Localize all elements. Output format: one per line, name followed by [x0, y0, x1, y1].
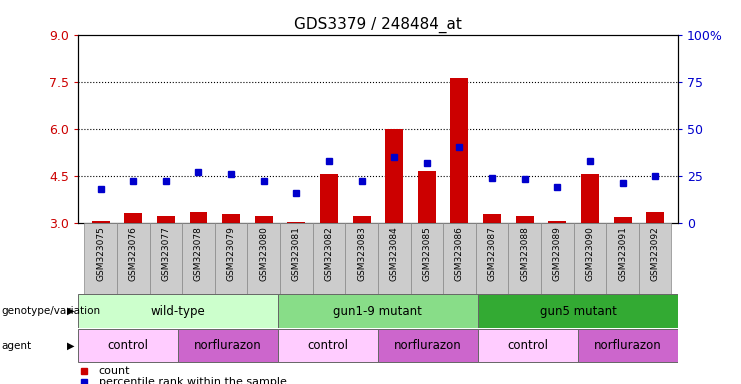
Text: GSM323076: GSM323076	[129, 226, 138, 281]
Title: GDS3379 / 248484_at: GDS3379 / 248484_at	[294, 17, 462, 33]
Bar	[313, 223, 345, 294]
Text: GSM323087: GSM323087	[488, 226, 496, 281]
Bar	[278, 295, 478, 328]
Bar	[508, 223, 541, 294]
Bar	[476, 223, 508, 294]
Text: GSM323083: GSM323083	[357, 226, 366, 281]
Bar	[606, 223, 639, 294]
Text: GSM323080: GSM323080	[259, 226, 268, 281]
Bar	[411, 223, 443, 294]
Bar	[222, 214, 240, 223]
Text: count: count	[99, 366, 130, 376]
Text: GSM323086: GSM323086	[455, 226, 464, 281]
Bar	[353, 216, 370, 223]
Text: percentile rank within the sample: percentile rank within the sample	[99, 377, 287, 384]
Bar	[215, 223, 247, 294]
Bar	[278, 329, 378, 362]
Bar	[443, 223, 476, 294]
Bar	[574, 223, 606, 294]
Text: GSM323081: GSM323081	[292, 226, 301, 281]
Text: wild-type: wild-type	[150, 305, 205, 318]
Bar	[124, 214, 142, 223]
Bar	[541, 223, 574, 294]
Bar	[247, 223, 280, 294]
Bar	[190, 212, 207, 223]
Text: gun1-9 mutant: gun1-9 mutant	[333, 305, 422, 318]
Text: agent: agent	[1, 341, 32, 351]
Bar	[280, 223, 313, 294]
Text: control: control	[308, 339, 348, 352]
Bar	[288, 222, 305, 223]
Text: GSM323075: GSM323075	[96, 226, 105, 281]
Text: genotype/variation: genotype/variation	[1, 306, 101, 316]
Bar	[150, 223, 182, 294]
Bar	[478, 295, 678, 328]
Bar	[320, 174, 338, 223]
Text: norflurazon: norflurazon	[194, 339, 262, 352]
Text: GSM323078: GSM323078	[194, 226, 203, 281]
Bar	[614, 217, 631, 223]
Bar	[178, 329, 278, 362]
Text: GSM323088: GSM323088	[520, 226, 529, 281]
Text: gun5 mutant: gun5 mutant	[539, 305, 617, 318]
Bar	[516, 216, 534, 223]
Bar	[478, 329, 578, 362]
Text: ▶: ▶	[67, 341, 74, 351]
Text: GSM323085: GSM323085	[422, 226, 431, 281]
Bar	[578, 329, 678, 362]
Bar	[117, 223, 150, 294]
Bar	[483, 214, 501, 223]
Bar	[157, 217, 175, 223]
Text: GSM323077: GSM323077	[162, 226, 170, 281]
Bar	[581, 174, 599, 223]
Text: GSM323092: GSM323092	[651, 226, 659, 281]
Bar	[345, 223, 378, 294]
Text: GSM323082: GSM323082	[325, 226, 333, 281]
Bar	[378, 329, 478, 362]
Bar	[385, 129, 403, 223]
Bar	[182, 223, 215, 294]
Bar	[84, 223, 117, 294]
Bar	[92, 221, 110, 223]
Bar	[255, 216, 273, 223]
Text: GSM323089: GSM323089	[553, 226, 562, 281]
Bar	[451, 78, 468, 223]
Text: control: control	[508, 339, 548, 352]
Text: GSM323084: GSM323084	[390, 226, 399, 281]
Text: GSM323091: GSM323091	[618, 226, 627, 281]
Bar	[78, 329, 178, 362]
Text: norflurazon: norflurazon	[594, 339, 662, 352]
Text: control: control	[107, 339, 148, 352]
Bar	[646, 212, 664, 223]
Bar	[548, 221, 566, 223]
Text: norflurazon: norflurazon	[394, 339, 462, 352]
Bar	[639, 223, 671, 294]
Bar	[378, 223, 411, 294]
Text: GSM323079: GSM323079	[227, 226, 236, 281]
Text: ▶: ▶	[67, 306, 74, 316]
Text: GSM323090: GSM323090	[585, 226, 594, 281]
Bar	[418, 171, 436, 223]
Bar	[78, 295, 278, 328]
